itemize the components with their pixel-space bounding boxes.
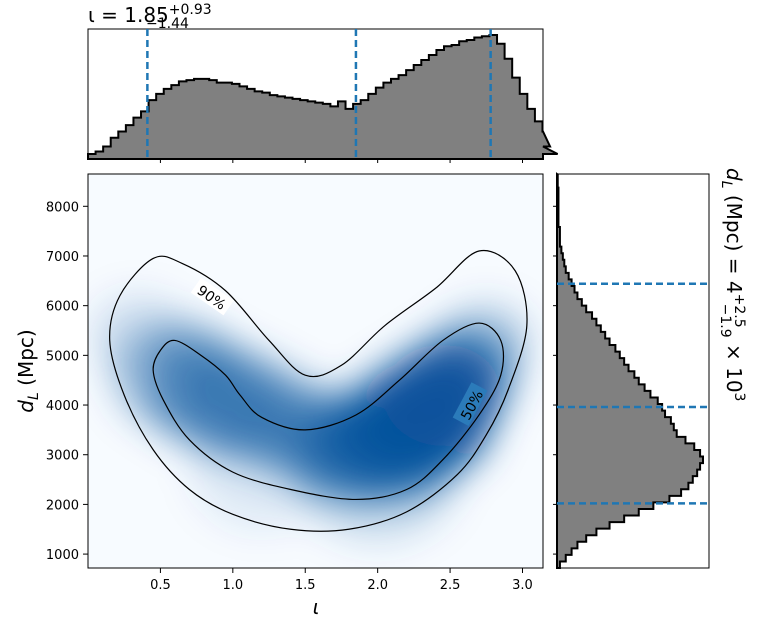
y-tick-label-7: 8000 (46, 200, 79, 215)
joint-density-panel: 90%50% 0.5 1.0 1.5 2.0 2.5 3.0 1000 2000 3000 40… (46, 173, 544, 593)
y-tick-label-0: 1000 (46, 548, 79, 563)
y-tick-label-2: 3000 (46, 449, 79, 464)
dl-histogram-step (556, 172, 704, 569)
dl-summary-title: dL (Mpc) = 4+2.5−1.9 × 103 (717, 168, 747, 401)
y-tick-label-1: 2000 (46, 498, 79, 513)
iota-histogram-panel (87, 28, 559, 163)
y-tick-label-4: 5000 (46, 349, 79, 364)
x-tick-label-3: 2.0 (367, 578, 388, 593)
y-tick-label-3: 4000 (46, 399, 79, 414)
y-tick-label-6: 7000 (46, 250, 79, 265)
contour-90-label-bg (190, 277, 234, 316)
density-layer (90, 294, 531, 543)
x-tick-label-5: 3.0 (512, 578, 533, 593)
y-axis-label: dL (Mpc) (14, 329, 42, 412)
x-axis-label: ι (313, 595, 320, 619)
dl-quantile-lines (557, 282, 709, 505)
contour-90 (109, 249, 528, 532)
density-blob-12 (191, 410, 332, 530)
credible-contours: 90%50% (109, 249, 528, 532)
x-tick-label-0: 0.5 (150, 578, 171, 593)
x-tick-label-1: 1.0 (222, 578, 243, 593)
contour-50-label-bg (452, 382, 488, 426)
dl-histogram-bars (556, 172, 704, 569)
dl-histogram-panel (553, 172, 710, 569)
iota-summary-lower-err: −1.44 (146, 16, 189, 32)
x-axis-ticks: 0.5 1.0 1.5 2.0 2.5 3.0 (150, 568, 533, 593)
density-heatmap (90, 294, 531, 543)
iota-summary-title: ι = 1.85+0.93 (88, 2, 212, 27)
dl-hist-ticks (553, 205, 557, 555)
density-blob-14 (149, 321, 230, 390)
x-tick-label-4: 2.5 (440, 578, 461, 593)
density-blob-11 (442, 303, 531, 378)
y-tick-label-5: 6000 (46, 300, 79, 315)
x-tick-label-2: 1.5 (295, 578, 316, 593)
contour-50 (152, 322, 505, 501)
iota-hist-ticks (159, 159, 523, 163)
density-frame (87, 173, 544, 569)
density-blob-13 (297, 406, 458, 543)
y-axis-ticks: 1000 2000 3000 4000 5000 6000 7000 8000 (46, 200, 88, 563)
